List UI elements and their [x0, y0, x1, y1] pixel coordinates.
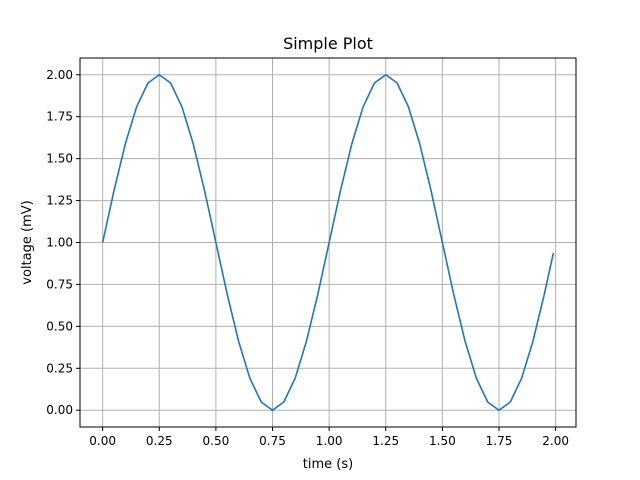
y-axis-ticks: 0.00 0.25 0.50 0.75 1.00 1.25 1.50 1.75 2.00 — [46, 68, 80, 417]
x-tick-label: 1.25 — [372, 434, 399, 448]
x-tick-label: 1.75 — [486, 434, 513, 448]
y-tick-label: 2.00 — [46, 68, 73, 82]
x-tick-label: 2.00 — [542, 434, 569, 448]
x-axis-ticks: 0.00 0.25 0.50 0.75 1.00 1.25 1.50 1.75 2.00 — [89, 427, 569, 448]
y-tick-label: 0.75 — [46, 277, 73, 291]
y-tick-label: 1.75 — [46, 110, 73, 124]
y-tick-label: 1.25 — [46, 194, 73, 208]
chart-title: Simple Plot — [283, 34, 373, 53]
y-tick-label: 0.00 — [46, 403, 73, 417]
y-tick-label: 1.50 — [46, 152, 73, 166]
x-tick-label: 0.75 — [259, 434, 286, 448]
y-axis-label: voltage (mV) — [20, 200, 35, 284]
y-tick-label: 0.25 — [46, 361, 73, 375]
x-tick-label: 0.25 — [146, 434, 173, 448]
x-tick-label: 1.00 — [316, 434, 343, 448]
x-tick-label: 0.50 — [203, 434, 230, 448]
y-tick-label: 1.00 — [46, 236, 73, 250]
y-tick-label: 0.50 — [46, 319, 73, 333]
x-axis-label: time (s) — [303, 457, 353, 472]
grid — [80, 58, 576, 427]
x-tick-label: 1.50 — [429, 434, 456, 448]
series-line — [101, 73, 555, 412]
x-tick-label: 0.00 — [89, 434, 116, 448]
series-layer — [101, 73, 555, 412]
